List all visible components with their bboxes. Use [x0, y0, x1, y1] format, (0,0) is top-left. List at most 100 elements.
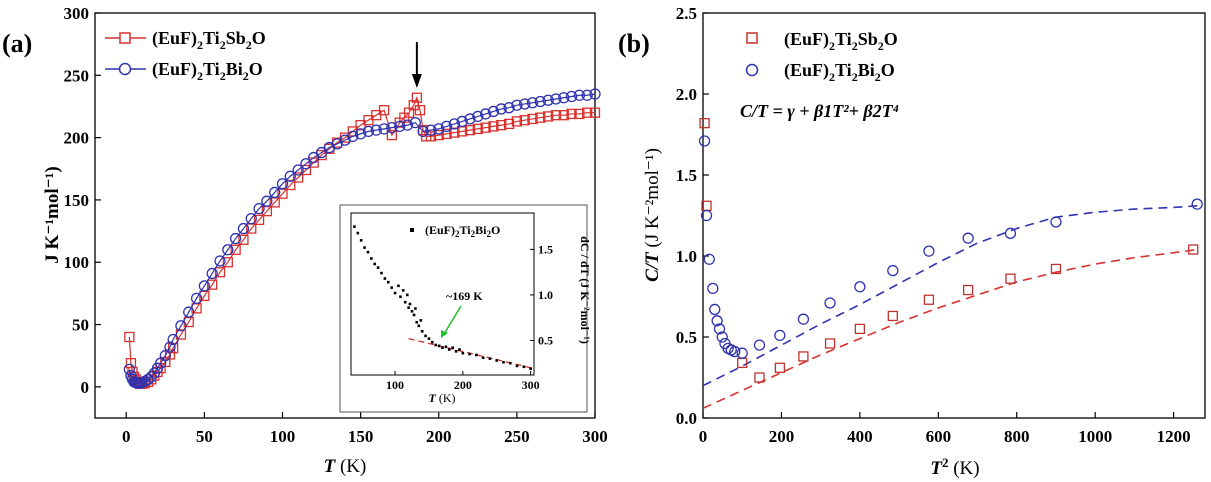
x-tick-label: 0 — [699, 427, 708, 446]
x-tick-label: 50 — [196, 427, 213, 446]
panel-b-y-ticks: 0.0 0.5 1.0 1.5 2.0 2.5 — [676, 4, 709, 428]
panel-a-legend: (EuF)2Ti2Sb2O (EuF)2Ti2Bi2O — [105, 28, 266, 83]
inset-data-point — [417, 324, 421, 328]
data-point — [798, 351, 809, 362]
inset-data-point — [359, 239, 363, 242]
data-point — [269, 186, 281, 199]
data-point — [378, 105, 390, 116]
panel-b-fits — [702, 204, 1198, 410]
data-point — [347, 130, 359, 143]
data-point — [123, 363, 136, 376]
data-point — [550, 93, 562, 105]
inset-y-tick-label: 0.5 — [538, 333, 553, 347]
data-point — [700, 209, 713, 222]
data-point — [417, 125, 429, 138]
inset-data-point — [522, 365, 526, 369]
data-point — [573, 89, 586, 101]
y-tick-label: 0.5 — [676, 328, 697, 347]
data-point — [1191, 198, 1203, 210]
data-point — [487, 105, 500, 118]
data-point — [425, 124, 437, 136]
data-point — [164, 341, 176, 353]
data-point — [519, 98, 531, 110]
inset-data-point — [441, 346, 444, 349]
data-point — [496, 120, 507, 131]
y-tick-label: 2.0 — [676, 85, 697, 104]
inset-plot: 100 200 300 0.5 1.0 1.5 T (K) dC / dT (J K⁻²… — [339, 204, 592, 413]
x-tick-label: 400 — [847, 427, 873, 446]
data-point — [709, 303, 721, 316]
x-tick-label: 250 — [504, 427, 530, 446]
data-point — [535, 112, 546, 123]
data-point — [1050, 263, 1062, 275]
x-tick-label: 0 — [122, 427, 131, 446]
inset-annotation: ~169 K — [446, 289, 483, 303]
data-point — [230, 244, 241, 255]
inset-data-point — [475, 353, 478, 357]
panel-b-x-axis-label: T2 (K) — [930, 455, 979, 479]
data-point — [526, 97, 539, 109]
inset-data-point — [397, 284, 400, 288]
data-point — [409, 117, 421, 129]
data-point — [737, 357, 748, 369]
inset-data-point — [458, 348, 461, 351]
data-point — [198, 280, 211, 292]
inset-data-point — [405, 293, 409, 297]
data-point — [222, 257, 233, 268]
inset-y-axis-label: dC / dT (J K⁻²mol⁻¹) — [578, 236, 592, 344]
data-point — [145, 371, 157, 383]
data-point — [503, 118, 515, 130]
data-point — [449, 127, 460, 138]
inset-data-point — [373, 262, 377, 266]
data-point — [308, 151, 320, 164]
x-tick-label: 200 — [769, 427, 795, 446]
data-point — [214, 255, 226, 267]
data-point — [824, 297, 836, 309]
inset-data-point — [363, 246, 366, 249]
panel-b-label: (b) — [618, 29, 650, 58]
data-point — [300, 164, 312, 176]
panel-a-label: (a) — [2, 29, 32, 58]
inset-data-point — [454, 350, 458, 353]
data-point — [167, 333, 179, 346]
y-tick-label: 150 — [64, 191, 90, 210]
data-point — [962, 284, 974, 296]
inset-data-point — [451, 346, 454, 349]
y-tick-label: 0 — [81, 378, 90, 397]
data-point — [589, 88, 601, 100]
inset-data-point — [390, 286, 393, 289]
inset-frame — [350, 212, 535, 376]
inset-data — [353, 225, 532, 370]
data-point — [582, 107, 593, 118]
legend-b-bi-label: (EuF)2Ti2Bi2O — [784, 60, 895, 84]
data-point — [774, 329, 786, 342]
inset-data-point — [434, 343, 438, 347]
data-point — [511, 116, 523, 127]
data-point — [142, 373, 154, 386]
inset-data-point — [502, 360, 505, 364]
inset-data-point — [437, 344, 441, 348]
inset-data-point — [495, 359, 499, 362]
inset-y-ticks: 0.5 1.0 1.5 — [530, 242, 553, 347]
panel-a-frame — [94, 12, 596, 419]
data-point — [222, 244, 234, 256]
inset-data-point — [356, 231, 360, 235]
y-tick-label: 100 — [64, 253, 90, 272]
data-point — [479, 108, 492, 120]
legend-bi-marker — [118, 62, 132, 76]
data-point — [237, 222, 250, 235]
inset-data-point — [419, 319, 423, 322]
data-point — [729, 345, 741, 358]
data-point — [488, 121, 499, 132]
fit-line-1 — [702, 204, 1198, 387]
x-tick-label: 800 — [1004, 427, 1030, 446]
y-tick-label: 200 — [64, 129, 90, 148]
panel-b-x-ticks: 0 200 400 600 800 1000 1200 — [699, 412, 1191, 446]
data-point — [887, 310, 898, 322]
legend-b-sb-marker — [746, 32, 758, 44]
inset-data-point — [407, 306, 410, 309]
data-point — [565, 90, 578, 103]
fit-formula: C/T = γ + β1T²+ β2T⁴ — [740, 101, 899, 121]
data-point — [824, 338, 836, 349]
inset-data-point — [399, 295, 402, 299]
